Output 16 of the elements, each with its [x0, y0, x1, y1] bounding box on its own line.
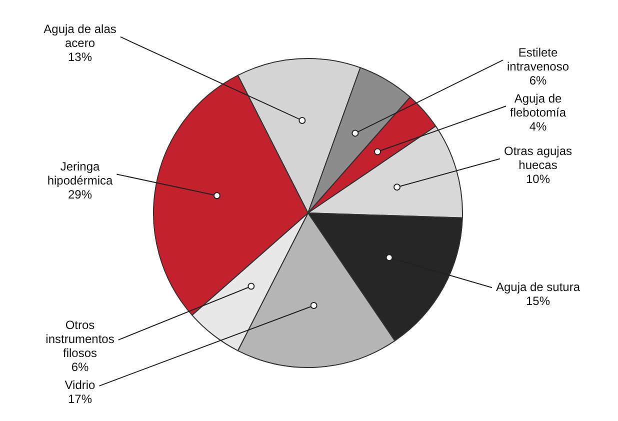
slice-label: Aguja de flebotomía	[510, 91, 566, 120]
slice-label: Aguja de alas acero	[44, 22, 116, 50]
slice-label: Jeringa hipodérmica	[47, 160, 114, 188]
data-label: 6%	[529, 73, 547, 88]
slice-label: Vidrio	[64, 378, 96, 392]
slice-label: Otros instrumentos filosos	[46, 318, 114, 360]
data-label: 6%	[71, 360, 89, 374]
slice-label: Otras agujas huecas	[504, 144, 572, 172]
data-label: 13%	[68, 50, 92, 64]
slice-label: Aguja de sutura	[496, 280, 580, 294]
data-label: 10%	[526, 172, 550, 186]
data-label: 15%	[526, 294, 550, 308]
data-label: 29%	[68, 188, 92, 202]
slice-label: Estilete intravenoso	[506, 45, 570, 74]
data-label: 17%	[68, 392, 92, 406]
data-label: 4%	[529, 119, 547, 134]
